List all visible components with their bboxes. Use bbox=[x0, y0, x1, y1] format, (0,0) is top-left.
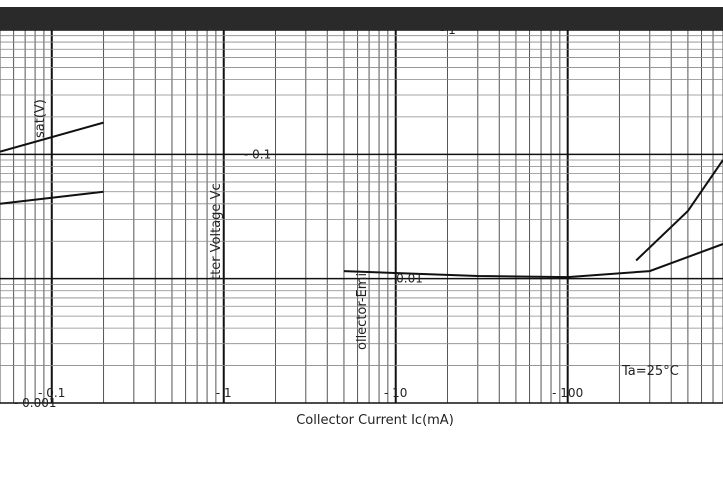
series-line-3 bbox=[343, 243, 723, 279]
x-tick-label: - 0.1 bbox=[38, 386, 65, 400]
y-tick-label: - 0.01 bbox=[388, 272, 423, 286]
series-group bbox=[0, 121, 723, 279]
series-line-1 bbox=[0, 121, 104, 153]
y-axis-label-part-2: tter Voltage Vc bbox=[209, 183, 224, 280]
grid bbox=[0, 30, 723, 404]
x-tick-label: - 10 bbox=[384, 386, 407, 400]
chart-figure: - 0.1 - 1 - 10 - 100 - 0.001 - 0.01 - 0.1 - 1 s… bbox=[0, 0, 723, 428]
tick-labels: - 0.1 - 1 - 10 - 100 - 0.001 - 0.01 - 0.1 - 1 bbox=[14, 30, 583, 410]
title-strip bbox=[0, 0, 723, 7]
y-axis-label-part-3: ollector-Emi bbox=[355, 273, 370, 350]
x-tick-label: - 1 bbox=[216, 386, 232, 400]
vce-sat-chart: - 0.1 - 1 - 10 - 100 - 0.001 - 0.01 - 0.1 - 1 s… bbox=[0, 30, 723, 428]
x-tick-label: - 100 bbox=[552, 386, 583, 400]
y-tick-label: - 1 bbox=[440, 30, 456, 37]
y-tick-label: - 0.001 bbox=[14, 396, 57, 410]
series-line-2 bbox=[0, 190, 104, 205]
x-axis-label: Collector Current Ic(mA) bbox=[296, 413, 454, 428]
y-tick-label: - 0.1 bbox=[244, 147, 271, 161]
series-line-4 bbox=[635, 159, 723, 262]
y-axis-label-part-1: sat(V) bbox=[33, 99, 48, 138]
legend-text: Ta=25°C bbox=[621, 364, 679, 379]
